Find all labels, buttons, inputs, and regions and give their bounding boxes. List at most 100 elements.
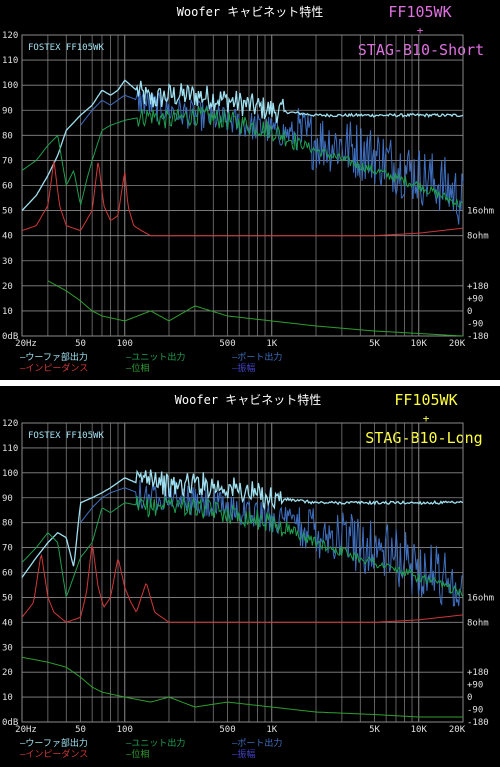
woofer-output-line [21,79,464,212]
legend-entry: —ウーファ部出力 [20,351,88,363]
right-axis-label: 8ohm [467,618,489,628]
y-tick-label: 80 [2,519,13,529]
legend-entry: —振幅 [232,362,255,374]
x-tick-label: 10K [411,725,428,735]
port-output-line [80,90,464,225]
y-axis-labels: 120 110 100 90 80 70 60 50 40 30 20 10 0dB [2,419,18,728]
legend-entry: —位相 [126,748,149,760]
y-tick-label: 70 [2,544,13,554]
x-tick-label: 20K [449,339,466,349]
right-axis-label: 16ohm [467,593,494,603]
phase-line [47,280,464,337]
x-tick-label: 50 [75,339,86,349]
cabinet-label: STAG-B10-Long [365,429,482,447]
chart-short: Woofer キャビネット特性 FF105WK + STAG-B10-Short… [2,3,494,374]
legend-entry: —インピーダンス [20,362,88,374]
model-label: FF105WK [394,391,457,409]
y-axis-labels: 120 110 100 90 80 70 60 50 40 30 20 10 0dB [2,31,18,342]
woofer-output-line [21,469,464,578]
x-tick-label: 10K [411,339,428,349]
impedance-line [21,545,464,623]
plus-label: + [423,412,430,425]
y-tick-label: 20 [2,282,13,292]
x-tick-label: 100 [117,725,133,735]
right-axis-label: 0 [467,693,472,703]
y-tick-label: 120 [2,419,18,429]
amplitude-noise [80,90,464,225]
legend-entry: —ユニット出力 [126,737,185,749]
x-tick-label: 1K [266,725,277,735]
legend-entry: —振幅 [232,748,255,760]
panel-separator [0,380,500,386]
y-tick-label: 0dB [2,332,18,342]
series-lines [21,469,464,718]
y-tick-label: 100 [2,469,18,479]
y-tick-label: 20 [2,668,13,678]
legend-entry: —ポート出力 [232,351,282,363]
x-tick-label: 5K [369,339,380,349]
x-axis-labels: 20Hz 50 100 500 1K 5K 10K 20K [15,725,466,735]
brand-label: FOSTEX FF105WK [28,43,104,53]
y-tick-label: 90 [2,494,13,504]
y-tick-label: 50 [2,207,13,217]
model-label: FF105WK [388,3,451,21]
grid [21,422,464,723]
impedance-line [21,161,464,237]
legend-entry: —ユニット出力 [126,351,185,363]
brand-label: FOSTEX FF105WK [28,431,104,441]
right-axis-label: -180 [467,332,489,342]
y-tick-label: 70 [2,156,13,166]
x-tick-label: 1K [266,339,277,349]
right-axis-label: +180 [467,282,489,292]
x-tick-label: 5K [369,725,380,735]
y-tick-label: 60 [2,182,13,192]
legend-entry: —ウーファ部出力 [20,737,88,749]
cabinet-label: STAG-B10-Short [358,41,484,59]
y-tick-label: 60 [2,569,13,579]
x-tick-label: 20Hz [15,725,37,735]
right-axis-label: 8ohm [467,232,489,242]
right-axis-label: 16ohm [467,207,494,217]
x-tick-label: 500 [219,725,235,735]
y-tick-label: 100 [2,81,18,91]
legend-entry: —ポート出力 [232,737,282,749]
y-tick-label: 30 [2,257,13,267]
y-tick-label: 110 [2,444,18,454]
right-axis-label: -90 [467,319,483,329]
y-tick-label: 50 [2,593,13,603]
right-axis-label: -90 [467,706,483,716]
x-axis-labels: 20Hz 50 100 500 1K 5K 10K 20K [15,339,466,349]
right-axis-labels: 16ohm 8ohm +180 +90 0 -90 -180 [467,207,494,342]
amplitude-noise [80,480,464,607]
unit-output-line [21,105,464,208]
x-tick-label: 50 [75,725,86,735]
chart-title: Woofer キャビネット特性 [175,392,322,407]
right-axis-label: +90 [467,294,483,304]
legend-entry: —インピーダンス [20,748,88,760]
y-tick-label: 40 [2,232,13,242]
y-tick-label: 10 [2,307,13,317]
y-tick-label: 10 [2,693,13,703]
legend: —ウーファ部出力 —ユニット出力 —ポート出力 —インピーダンス —位相 —振幅 [20,737,282,760]
legend-entry: —位相 [126,362,149,374]
y-tick-label: 40 [2,618,13,628]
y-tick-label: 90 [2,106,13,116]
y-tick-label: 80 [2,131,13,141]
y-tick-label: 120 [2,31,18,41]
right-axis-label: -180 [467,718,489,728]
x-tick-label: 500 [219,339,235,349]
chart-title: Woofer キャビネット特性 [177,4,324,19]
x-tick-label: 100 [117,339,133,349]
x-tick-label: 20K [449,725,466,735]
y-tick-label: 30 [2,643,13,653]
series-lines [21,79,464,337]
x-tick-label: 20Hz [15,339,37,349]
port-output-line [80,480,464,607]
right-axis-label: +90 [467,681,483,691]
right-axis-label: +180 [467,668,489,678]
chart-long: Woofer キャビネット特性 FF105WK + STAG-B10-Long … [2,391,494,760]
legend: —ウーファ部出力 —ユニット出力 —ポート出力 —インピーダンス —位相 —振幅 [20,351,282,374]
plus-label: + [417,24,424,37]
unit-output-line [21,495,464,598]
